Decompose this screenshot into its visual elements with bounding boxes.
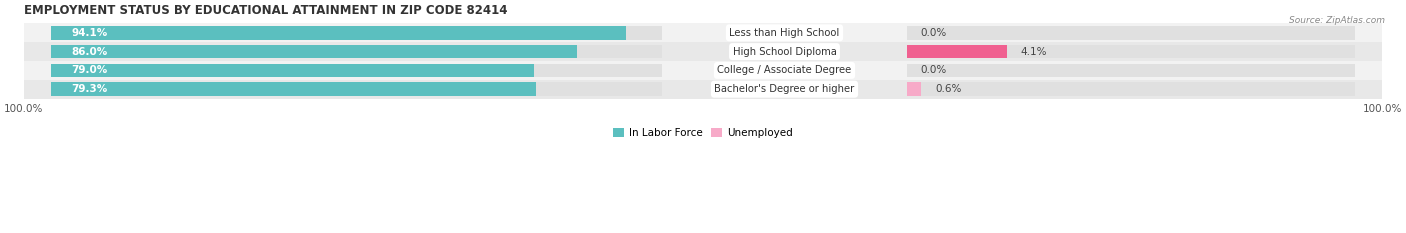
Bar [907, 82, 921, 96]
Text: 0.0%: 0.0% [921, 65, 946, 75]
Bar [24, 42, 1382, 61]
Text: 79.0%: 79.0% [72, 65, 108, 75]
Bar [51, 45, 662, 58]
Bar [24, 61, 1382, 80]
Bar [51, 82, 662, 96]
Bar [51, 26, 626, 40]
Bar [907, 45, 1355, 58]
Text: 86.0%: 86.0% [72, 47, 108, 57]
Text: Bachelor's Degree or higher: Bachelor's Degree or higher [714, 84, 855, 94]
Text: 4.1%: 4.1% [1021, 47, 1047, 57]
Bar [51, 26, 662, 40]
Bar [51, 64, 662, 77]
Bar [907, 64, 1355, 77]
Bar [51, 64, 534, 77]
Bar [24, 24, 1382, 42]
Text: EMPLOYMENT STATUS BY EDUCATIONAL ATTAINMENT IN ZIP CODE 82414: EMPLOYMENT STATUS BY EDUCATIONAL ATTAINM… [24, 4, 508, 17]
Text: Less than High School: Less than High School [730, 28, 839, 38]
Text: 0.6%: 0.6% [935, 84, 962, 94]
Text: Source: ZipAtlas.com: Source: ZipAtlas.com [1289, 16, 1385, 25]
Text: 0.0%: 0.0% [921, 28, 946, 38]
Text: High School Diploma: High School Diploma [733, 47, 837, 57]
Text: 79.3%: 79.3% [72, 84, 108, 94]
Bar [907, 45, 1007, 58]
Legend: In Labor Force, Unemployed: In Labor Force, Unemployed [609, 124, 797, 142]
Text: College / Associate Degree: College / Associate Degree [717, 65, 852, 75]
Bar [51, 45, 576, 58]
Text: 94.1%: 94.1% [72, 28, 108, 38]
Bar [907, 82, 1355, 96]
Bar [907, 26, 1355, 40]
Bar [24, 80, 1382, 99]
Bar [51, 82, 536, 96]
